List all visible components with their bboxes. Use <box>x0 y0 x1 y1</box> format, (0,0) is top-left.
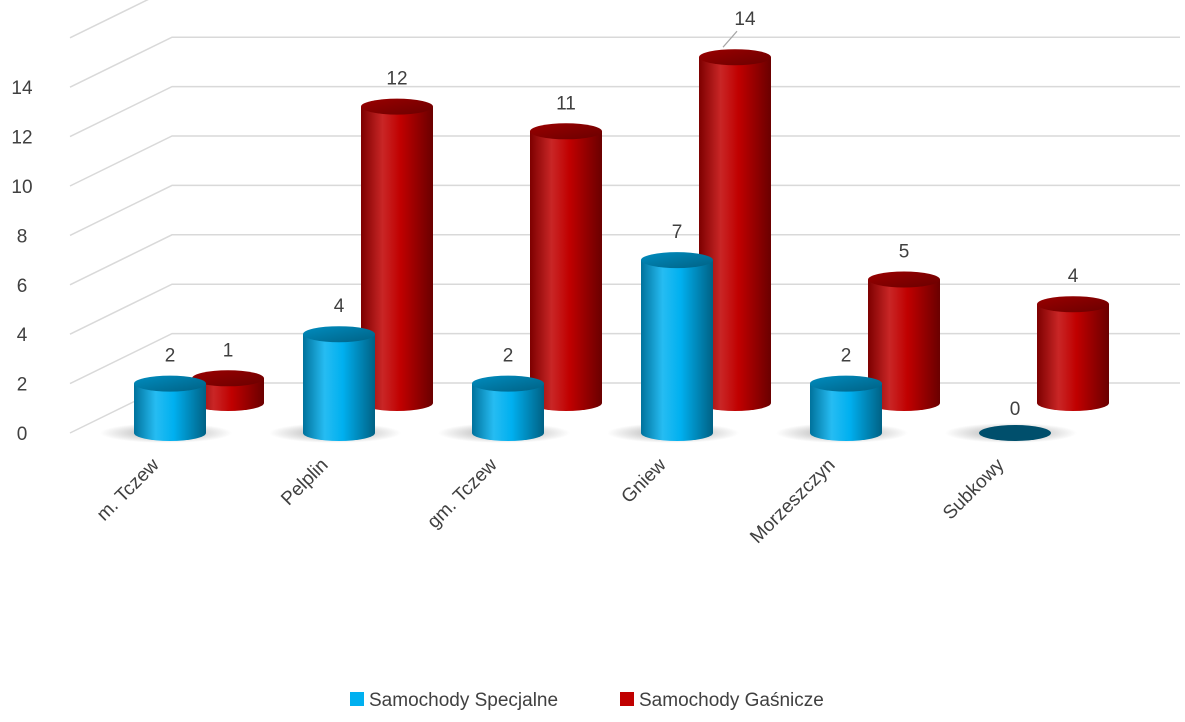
legend: Samochody Specjalne Samochody Gaśnicze <box>350 690 824 711</box>
bar-body <box>641 260 713 441</box>
bar-top <box>530 123 602 140</box>
y-tick-label: 6 <box>17 276 28 297</box>
bar-body <box>303 334 375 441</box>
bar-specjalne <box>979 425 1051 441</box>
bar-top <box>1037 296 1109 313</box>
gridline <box>69 0 149 39</box>
data-label: 1 <box>223 340 234 361</box>
y-tick-label: 4 <box>17 325 28 346</box>
bar-body <box>472 383 544 441</box>
bar-top <box>641 252 713 269</box>
legend-label: Samochody Specjalne <box>369 690 558 711</box>
y-tick-label: 2 <box>17 375 28 396</box>
data-label: 0 <box>1010 399 1021 420</box>
bar-gasnicze <box>361 98 433 411</box>
data-label: 11 <box>556 93 576 114</box>
bar-specjalne <box>134 375 206 441</box>
bar-gasnicze <box>699 49 771 411</box>
data-label: 12 <box>386 69 407 90</box>
bar-top <box>472 375 544 392</box>
bars <box>134 49 1109 441</box>
bar-gasnicze <box>192 370 264 411</box>
gridline <box>69 234 1180 286</box>
bar-top <box>810 375 882 392</box>
legend-swatch <box>350 692 364 706</box>
legend-label: Samochody Gaśnicze <box>639 690 824 711</box>
bar-body <box>1037 304 1109 411</box>
bar-body <box>134 383 206 441</box>
gridline <box>69 135 1180 187</box>
y-tick-label: 8 <box>17 226 28 247</box>
legend-swatch <box>620 692 634 706</box>
bar-body <box>530 131 602 412</box>
x-tick-label: gm. Tczew <box>423 454 501 532</box>
bar-gasnicze <box>1037 296 1109 411</box>
bar-specjalne <box>472 375 544 441</box>
bar-gasnicze <box>868 271 940 411</box>
gridline <box>69 36 1180 88</box>
gridline <box>69 332 1180 385</box>
data-labels: 1 12 11 14 5 4 2 4 2 7 2 0 <box>165 9 1079 420</box>
bar-top <box>303 326 375 343</box>
x-tick-label: m. Tczew <box>93 454 164 525</box>
legend-item: Samochody Gaśnicze <box>620 690 824 711</box>
bar-shadows <box>100 423 1077 443</box>
data-label: 4 <box>334 296 345 317</box>
data-label: 7 <box>672 222 683 243</box>
bar-body <box>192 378 264 411</box>
bar-specjalne <box>303 326 375 441</box>
bar-top <box>134 375 206 392</box>
data-label: 4 <box>1068 266 1079 287</box>
y-tick-label: 10 <box>11 177 32 198</box>
bar-body <box>868 279 940 411</box>
x-axis-ticks: m. Tczew Pelplin gm. Tczew Gniew Morzeszczyn… <box>93 454 1009 548</box>
bar-top <box>868 271 940 288</box>
legend-item: Samochody Specjalne <box>350 690 558 711</box>
x-tick-label: Gniew <box>618 454 671 507</box>
grid-layer <box>69 0 1180 434</box>
bar-gasnicze <box>530 123 602 412</box>
data-label: 2 <box>503 346 514 367</box>
data-label: 14 <box>734 9 756 30</box>
y-tick-label: 14 <box>11 78 33 99</box>
data-label: 5 <box>899 242 910 263</box>
x-tick-label: Subkowy <box>939 454 1009 524</box>
x-tick-label: Pelplin <box>277 455 332 510</box>
y-tick-label: 0 <box>17 424 28 445</box>
gridline <box>69 283 1180 335</box>
bar-body <box>361 106 433 411</box>
gridline <box>69 184 1180 237</box>
bar-body <box>699 57 771 411</box>
bar-body <box>810 383 882 441</box>
y-tick-label: 12 <box>11 128 32 149</box>
leader-line <box>722 30 738 48</box>
bar-zero <box>979 425 1051 441</box>
bar-top <box>361 98 433 115</box>
data-label: 2 <box>165 346 176 367</box>
gridline <box>69 85 1180 138</box>
x-tick-label: Morzeszczyn <box>746 455 839 548</box>
y-axis-ticks: 0 2 4 6 8 10 12 14 <box>11 78 33 445</box>
bar-specjalne <box>810 375 882 441</box>
bar-specjalne <box>641 252 713 441</box>
data-label: 2 <box>841 346 852 367</box>
bar-top <box>192 370 264 387</box>
bar-top <box>699 49 771 66</box>
